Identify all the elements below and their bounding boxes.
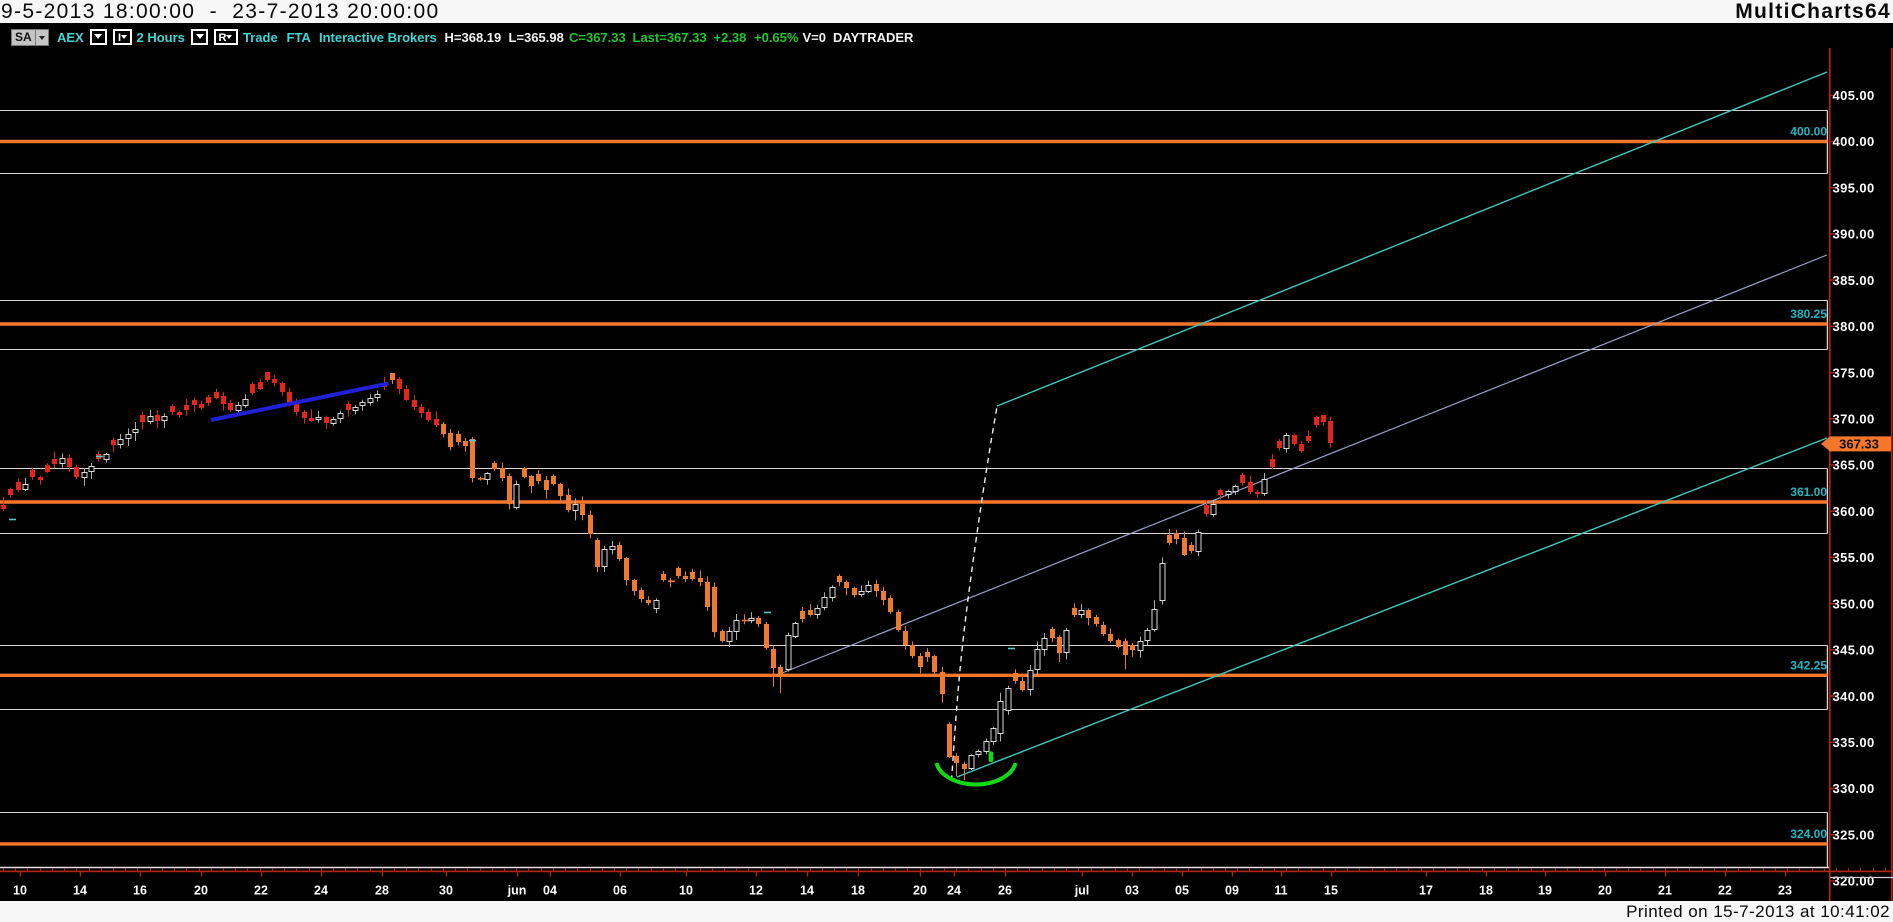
svg-text:15: 15 [1324, 884, 1338, 898]
svg-text:04: 04 [543, 884, 557, 898]
svg-text:375.00: 375.00 [1833, 365, 1875, 380]
svg-text:06: 06 [613, 884, 627, 898]
svg-text:10: 10 [679, 884, 693, 898]
svg-text:14: 14 [73, 884, 87, 898]
svg-text:18: 18 [851, 884, 865, 898]
svg-text:28: 28 [375, 884, 389, 898]
svg-text:24: 24 [314, 884, 328, 898]
svg-text:30: 30 [439, 884, 453, 898]
svg-text:361.00: 361.00 [1790, 485, 1827, 499]
svg-text:09: 09 [1225, 884, 1239, 898]
svg-text:360.00: 360.00 [1833, 504, 1875, 519]
svg-text:324.00: 324.00 [1790, 827, 1827, 841]
svg-text:17: 17 [1419, 884, 1433, 898]
svg-text:370.00: 370.00 [1833, 412, 1875, 427]
svg-text:22: 22 [1718, 884, 1732, 898]
svg-text:jul: jul [1074, 884, 1090, 898]
svg-text:367.33: 367.33 [1839, 437, 1879, 452]
svg-text:20: 20 [913, 884, 927, 898]
svg-text:05: 05 [1175, 884, 1189, 898]
svg-text:10: 10 [13, 884, 27, 898]
svg-text:23: 23 [1778, 884, 1792, 898]
svg-text:16: 16 [133, 884, 147, 898]
svg-text:395.00: 395.00 [1833, 180, 1875, 195]
svg-text:355.00: 355.00 [1833, 550, 1875, 565]
svg-text:405.00: 405.00 [1833, 88, 1875, 103]
svg-text:350.00: 350.00 [1833, 596, 1875, 611]
svg-text:14: 14 [800, 884, 814, 898]
svg-text:20: 20 [194, 884, 208, 898]
svg-text:jun: jun [507, 884, 527, 898]
svg-text:365.00: 365.00 [1833, 458, 1875, 473]
svg-text:380.25: 380.25 [1790, 307, 1827, 321]
svg-text:320.00: 320.00 [1833, 874, 1875, 889]
svg-text:11: 11 [1274, 884, 1287, 898]
svg-text:22: 22 [254, 884, 268, 898]
svg-text:26: 26 [998, 884, 1012, 898]
svg-text:342.25: 342.25 [1790, 658, 1827, 672]
svg-text:380.00: 380.00 [1833, 319, 1875, 334]
svg-text:330.00: 330.00 [1833, 781, 1875, 796]
svg-text:400.00: 400.00 [1790, 125, 1827, 139]
svg-text:345.00: 345.00 [1833, 643, 1875, 658]
svg-text:20: 20 [1598, 884, 1612, 898]
svg-text:400.00: 400.00 [1833, 134, 1875, 149]
svg-text:335.00: 335.00 [1833, 735, 1875, 750]
svg-text:325.00: 325.00 [1833, 827, 1875, 842]
svg-text:19: 19 [1538, 884, 1552, 898]
svg-text:340.00: 340.00 [1833, 689, 1875, 704]
svg-text:03: 03 [1125, 884, 1139, 898]
svg-text:24: 24 [947, 884, 961, 898]
svg-text:21: 21 [1658, 884, 1672, 898]
svg-text:390.00: 390.00 [1833, 227, 1875, 242]
svg-text:385.00: 385.00 [1833, 273, 1875, 288]
svg-text:18: 18 [1479, 884, 1493, 898]
svg-text:12: 12 [749, 884, 763, 898]
